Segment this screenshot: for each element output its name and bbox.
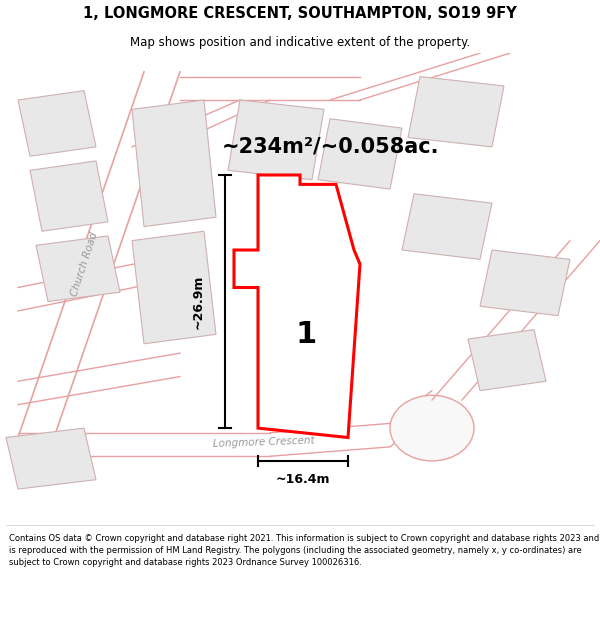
Polygon shape bbox=[30, 161, 108, 231]
Polygon shape bbox=[6, 428, 96, 489]
Polygon shape bbox=[318, 119, 402, 189]
Text: Map shows position and indicative extent of the property.: Map shows position and indicative extent… bbox=[130, 36, 470, 49]
Polygon shape bbox=[408, 76, 504, 147]
Circle shape bbox=[390, 396, 474, 461]
Text: ~16.4m: ~16.4m bbox=[276, 473, 330, 486]
Polygon shape bbox=[36, 236, 120, 301]
Text: 1: 1 bbox=[295, 320, 317, 349]
Text: ~26.9m: ~26.9m bbox=[191, 274, 205, 329]
Text: Contains OS data © Crown copyright and database right 2021. This information is : Contains OS data © Crown copyright and d… bbox=[9, 534, 599, 567]
Polygon shape bbox=[234, 175, 360, 438]
Text: 1, LONGMORE CRESCENT, SOUTHAMPTON, SO19 9FY: 1, LONGMORE CRESCENT, SOUTHAMPTON, SO19 … bbox=[83, 6, 517, 21]
Polygon shape bbox=[480, 250, 570, 316]
Polygon shape bbox=[132, 100, 216, 226]
Polygon shape bbox=[18, 91, 96, 156]
Polygon shape bbox=[468, 330, 546, 391]
Polygon shape bbox=[402, 194, 492, 259]
Text: ~234m²/~0.058ac.: ~234m²/~0.058ac. bbox=[221, 137, 439, 157]
Text: Church Road: Church Road bbox=[69, 231, 99, 298]
Text: Longmore Crescent: Longmore Crescent bbox=[213, 436, 315, 449]
Polygon shape bbox=[132, 231, 216, 344]
Polygon shape bbox=[228, 100, 324, 180]
